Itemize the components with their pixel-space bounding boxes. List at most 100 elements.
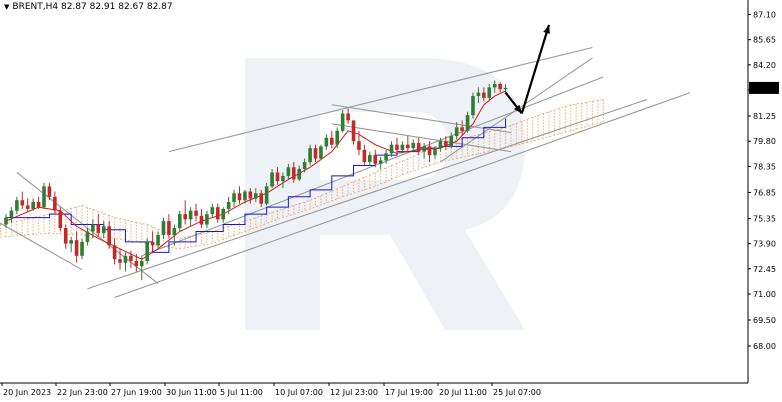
channel-line xyxy=(168,46,593,153)
candle-body xyxy=(330,137,334,145)
candle-body xyxy=(20,200,25,206)
candle-body xyxy=(63,228,68,244)
candle-body xyxy=(4,217,8,225)
candle-body xyxy=(270,172,274,187)
candle-body xyxy=(139,260,144,267)
candle-body xyxy=(351,120,356,142)
candle-body xyxy=(215,207,220,220)
channel-line xyxy=(0,222,83,271)
y-tick-label: 87.10 xyxy=(753,11,776,20)
candle-body xyxy=(465,115,470,131)
candle-body xyxy=(357,141,361,150)
candle-body xyxy=(291,167,296,180)
candle-body xyxy=(416,142,421,152)
candle-body xyxy=(243,191,247,201)
candle-body xyxy=(368,155,372,163)
senkou-span-b xyxy=(0,121,604,250)
candle-body xyxy=(69,240,73,244)
channel-line xyxy=(331,123,512,153)
candle-body xyxy=(492,83,497,88)
x-tick-label: 5 Jul 11:00 xyxy=(220,388,263,397)
candle-body xyxy=(378,160,383,164)
candle-body xyxy=(42,186,46,208)
candle-body xyxy=(232,193,236,202)
candle-body xyxy=(389,144,394,154)
candle-body xyxy=(297,168,302,180)
candle-body xyxy=(324,137,329,147)
candle-body xyxy=(118,259,122,263)
x-tick-label: 27 Jun 19:00 xyxy=(111,388,162,397)
current-price-label: 82.87 xyxy=(753,84,776,93)
y-tick-label: 78.35 xyxy=(753,162,776,171)
current-price-badge xyxy=(749,81,779,94)
price-axis: 87.1085.6584.2082.7581.2579.8078.3576.85… xyxy=(748,11,776,351)
candle-body xyxy=(411,142,416,149)
candle-body xyxy=(444,141,448,147)
candle-body xyxy=(112,245,117,260)
candle-body xyxy=(400,144,405,150)
candle-body xyxy=(286,167,291,176)
candle-body xyxy=(9,210,14,218)
candle-body xyxy=(25,205,30,209)
candle-body xyxy=(172,228,177,235)
candle-body xyxy=(161,221,166,235)
y-tick-label: 75.35 xyxy=(753,214,776,223)
y-tick-label: 69.50 xyxy=(753,316,776,325)
chart-header: ▼ BRENT,H4 82.87 82.91 82.67 82.87 xyxy=(4,2,173,12)
candle-body xyxy=(460,127,464,131)
arrow-shaft xyxy=(520,24,551,114)
x-tick-label: 17 Jul 19:00 xyxy=(385,388,433,397)
channel-line xyxy=(331,104,512,134)
candle-body xyxy=(177,214,182,229)
y-tick-label: 71.00 xyxy=(753,290,776,299)
candle-body xyxy=(183,214,187,220)
candle-body xyxy=(395,144,399,150)
candle-body xyxy=(319,146,323,159)
candle-body xyxy=(433,148,437,156)
candle-body xyxy=(205,214,209,225)
y-tick-label: 79.80 xyxy=(753,137,776,146)
candle-body xyxy=(449,136,454,147)
candle-body xyxy=(259,193,264,204)
candle-body xyxy=(438,141,443,149)
candle-body xyxy=(101,226,106,234)
candle-body xyxy=(362,149,367,163)
candle-body xyxy=(264,186,269,204)
candle-body xyxy=(58,210,63,229)
current-price-box: 82.87 xyxy=(749,81,779,94)
candle-body xyxy=(107,226,111,246)
triangle-down-icon[interactable]: ▼ xyxy=(4,3,10,11)
candle-body xyxy=(156,234,160,246)
candles xyxy=(4,80,508,281)
x-tick-label: 10 Jul 07:00 xyxy=(275,388,323,397)
candle-body xyxy=(275,172,280,182)
candle-body xyxy=(96,224,101,234)
candle-body xyxy=(422,146,426,152)
candle-body xyxy=(123,255,128,263)
ohlc-values: 82.87 82.91 82.67 82.87 xyxy=(60,2,173,12)
candle-body xyxy=(503,87,508,90)
candle-body xyxy=(302,162,307,169)
channel-line xyxy=(114,92,691,298)
x-tick-label: 20 Jun 2023 xyxy=(3,388,51,397)
y-tick-label: 72.45 xyxy=(753,265,776,274)
candle-body xyxy=(248,191,253,199)
candle-body xyxy=(210,207,215,215)
candle-body xyxy=(36,201,41,208)
candle-body xyxy=(15,200,19,211)
watermark-logo xyxy=(245,58,525,330)
candle-body xyxy=(31,201,35,209)
projection-arrows xyxy=(504,24,551,115)
x-tick-label: 25 Jul 07:00 xyxy=(493,388,541,397)
candle-body xyxy=(487,87,492,98)
candle-body xyxy=(85,231,90,242)
channel-line xyxy=(87,99,647,290)
candle-body xyxy=(482,92,486,98)
candle-body xyxy=(454,127,459,137)
watermark-shape xyxy=(245,58,525,330)
candle-body xyxy=(80,241,84,256)
candle-body xyxy=(226,201,231,209)
symbol-timeframe: BRENT,H4 xyxy=(12,2,59,12)
candle-body xyxy=(237,193,242,201)
